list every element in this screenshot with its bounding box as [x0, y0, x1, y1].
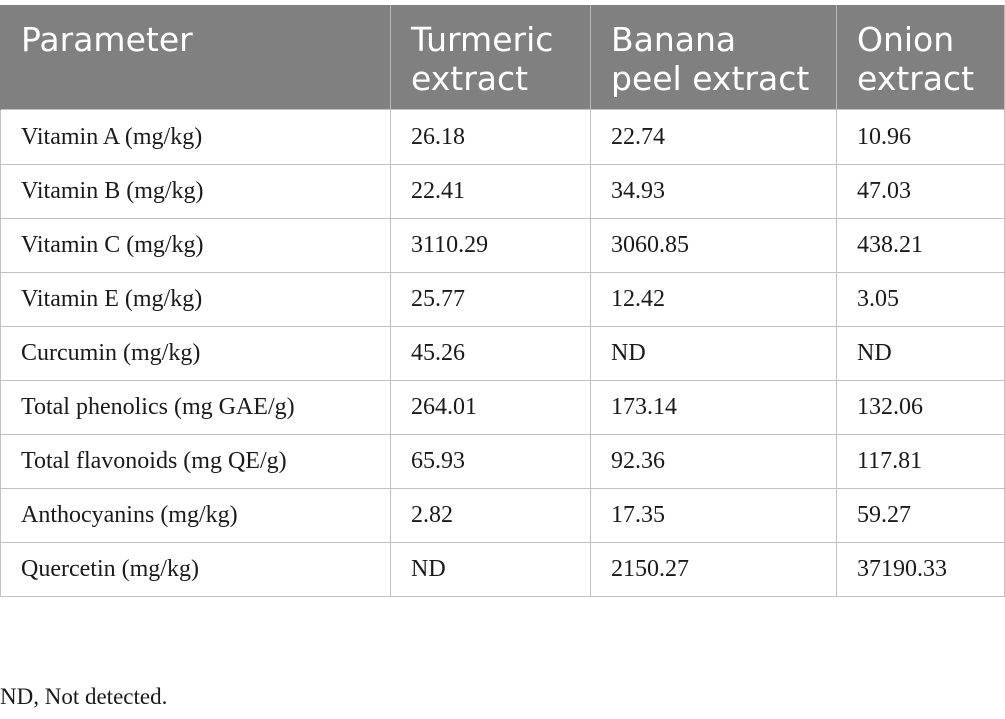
onion-value-cell: 132.06: [836, 380, 1005, 435]
row-parameter-cell: Curcumin (mg/kg): [0, 326, 391, 381]
onion-value-cell: 47.03: [836, 164, 1005, 219]
table-row: Anthocyanins (mg/kg) 2.82 17.35 59.27: [0, 488, 1005, 543]
onion-value-cell: 438.21: [836, 218, 1005, 273]
table-row: Vitamin C (mg/kg) 3110.29 3060.85 438.21: [0, 218, 1005, 273]
row-parameter-cell: Vitamin C (mg/kg): [0, 218, 391, 273]
turmeric-value-cell: 65.93: [390, 434, 591, 489]
table-row: Curcumin (mg/kg) 45.26 ND ND: [0, 326, 1005, 381]
table-body: Vitamin A (mg/kg) 26.18 22.74 10.96 Vita…: [0, 109, 1005, 597]
turmeric-value-cell: 2.82: [390, 488, 591, 543]
table-header: Parameter Turmeric extract Banana peel e…: [0, 5, 1005, 110]
onion-value-cell: 59.27: [836, 488, 1005, 543]
header-banana-line-1: Banana: [611, 20, 737, 59]
row-parameter-cell: Quercetin (mg/kg): [0, 542, 391, 597]
turmeric-value-cell: 25.77: [390, 272, 591, 327]
header-onion-line-1: Onion: [857, 20, 955, 59]
row-parameter-cell: Anthocyanins (mg/kg): [0, 488, 391, 543]
table-row: Vitamin E (mg/kg) 25.77 12.42 3.05: [0, 272, 1005, 327]
table-row: Total phenolics (mg GAE/g) 264.01 173.14…: [0, 380, 1005, 435]
header-row: Parameter Turmeric extract Banana peel e…: [0, 5, 1005, 110]
onion-value-cell: 3.05: [836, 272, 1005, 327]
banana-value-cell: 3060.85: [590, 218, 837, 273]
row-parameter-cell: Vitamin E (mg/kg): [0, 272, 391, 327]
table-footnote: ND, Not detected.: [0, 684, 168, 709]
table-row: Total flavonoids (mg QE/g) 65.93 92.36 1…: [0, 434, 1005, 489]
turmeric-value-cell: 3110.29: [390, 218, 591, 273]
table-row: Quercetin (mg/kg) ND 2150.27 37190.33: [0, 542, 1005, 597]
banana-value-cell: 2150.27: [590, 542, 837, 597]
banana-value-cell: ND: [590, 326, 837, 381]
data-table: Parameter Turmeric extract Banana peel e…: [0, 5, 1005, 597]
header-parameter: Parameter: [0, 5, 391, 110]
onion-value-cell: 10.96: [836, 109, 1005, 165]
table-row: Vitamin A (mg/kg) 26.18 22.74 10.96: [0, 109, 1005, 165]
header-turmeric-line-2: extract: [411, 59, 529, 98]
header-onion-line-2: extract: [857, 59, 975, 98]
banana-value-cell: 173.14: [590, 380, 837, 435]
banana-value-cell: 17.35: [590, 488, 837, 543]
onion-value-cell: 37190.33: [836, 542, 1005, 597]
banana-value-cell: 92.36: [590, 434, 837, 489]
row-parameter-cell: Vitamin B (mg/kg): [0, 164, 391, 219]
turmeric-value-cell: ND: [390, 542, 591, 597]
onion-value-cell: 117.81: [836, 434, 1005, 489]
row-parameter-cell: Vitamin A (mg/kg): [0, 109, 391, 165]
banana-value-cell: 34.93: [590, 164, 837, 219]
header-banana-line-2: peel extract: [611, 59, 810, 98]
onion-value-cell: ND: [836, 326, 1005, 381]
table-row: Vitamin B (mg/kg) 22.41 34.93 47.03: [0, 164, 1005, 219]
banana-value-cell: 12.42: [590, 272, 837, 327]
turmeric-value-cell: 22.41: [390, 164, 591, 219]
turmeric-value-cell: 26.18: [390, 109, 591, 165]
row-parameter-cell: Total flavonoids (mg QE/g): [0, 434, 391, 489]
header-parameter-line-1: Parameter: [21, 20, 193, 59]
row-parameter-cell: Total phenolics (mg GAE/g): [0, 380, 391, 435]
turmeric-value-cell: 264.01: [390, 380, 591, 435]
header-turmeric-line-1: Turmeric: [411, 20, 554, 59]
header-onion-extract: Onion extract: [836, 5, 1005, 110]
header-banana-peel-extract: Banana peel extract: [590, 5, 837, 110]
turmeric-value-cell: 45.26: [390, 326, 591, 381]
header-turmeric-extract: Turmeric extract: [390, 5, 591, 110]
data-table-container: Parameter Turmeric extract Banana peel e…: [0, 5, 1005, 597]
banana-value-cell: 22.74: [590, 109, 837, 165]
